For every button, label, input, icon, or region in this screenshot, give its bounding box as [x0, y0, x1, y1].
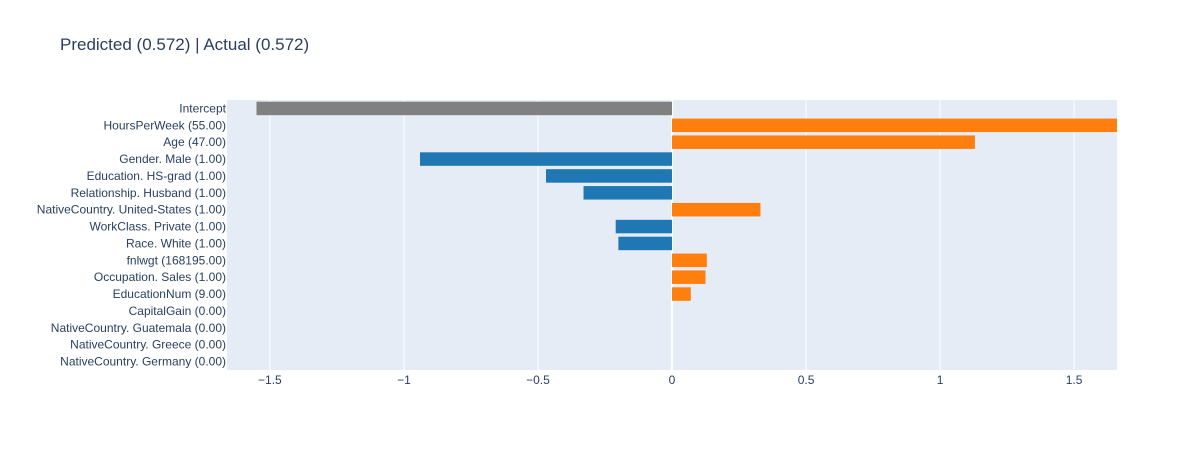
y-tick-label: Gender. Male (1.00) — [119, 152, 226, 166]
bar — [672, 135, 975, 149]
x-tick-label: −1.5 — [258, 373, 282, 387]
bar — [672, 270, 706, 284]
x-tick-label: 0.5 — [798, 373, 815, 387]
y-tick-label: NativeCountry. Greece (0.00) — [70, 338, 226, 352]
x-tick-label: 1.5 — [1066, 373, 1083, 387]
y-tick-label: Race. White (1.00) — [126, 236, 226, 250]
y-tick-label: Relationship. Husband (1.00) — [71, 186, 226, 200]
y-tick-label: NativeCountry. Germany (0.00) — [60, 355, 226, 369]
y-tick-label: Education. HS-grad (1.00) — [87, 169, 226, 183]
y-tick-label: Occupation. Sales (1.00) — [94, 270, 226, 284]
x-tick-label: 0 — [669, 373, 676, 387]
bar — [672, 253, 707, 268]
bar — [672, 118, 1117, 133]
y-tick-label: Age (47.00) — [163, 135, 226, 149]
y-tick-label: HoursPerWeek (55.00) — [104, 118, 227, 132]
bar — [618, 236, 672, 251]
bar — [256, 101, 672, 116]
y-tick-label: NativeCountry. United-States (1.00) — [37, 203, 226, 217]
y-tick-label: CapitalGain (0.00) — [129, 304, 226, 318]
x-axis-tick-labels: −1.5 −1 −0.5 0 0.5 1 1.5 — [258, 373, 1083, 387]
y-tick-label: fnlwgt (168195.00) — [127, 253, 226, 267]
bar — [420, 152, 672, 166]
bar — [615, 219, 672, 234]
chart-title: Predicted (0.572) | Actual (0.572) — [60, 35, 309, 54]
bar — [583, 186, 672, 200]
bar — [672, 287, 691, 301]
bar — [546, 169, 672, 183]
y-tick-label: WorkClass. Private (1.00) — [90, 220, 226, 234]
bar — [672, 202, 761, 217]
x-tick-label: 1 — [937, 373, 944, 387]
x-tick-label: −0.5 — [526, 373, 550, 387]
y-tick-label: EducationNum (9.00) — [113, 287, 226, 301]
y-axis-tick-labels: Intercept HoursPerWeek (55.00) Age (47.00)… — [37, 101, 227, 368]
bars — [256, 101, 1117, 301]
y-tick-label: NativeCountry. Guatemala (0.00) — [51, 321, 226, 335]
x-tick-label: −1 — [397, 373, 411, 387]
y-tick-label: Intercept — [179, 101, 226, 115]
